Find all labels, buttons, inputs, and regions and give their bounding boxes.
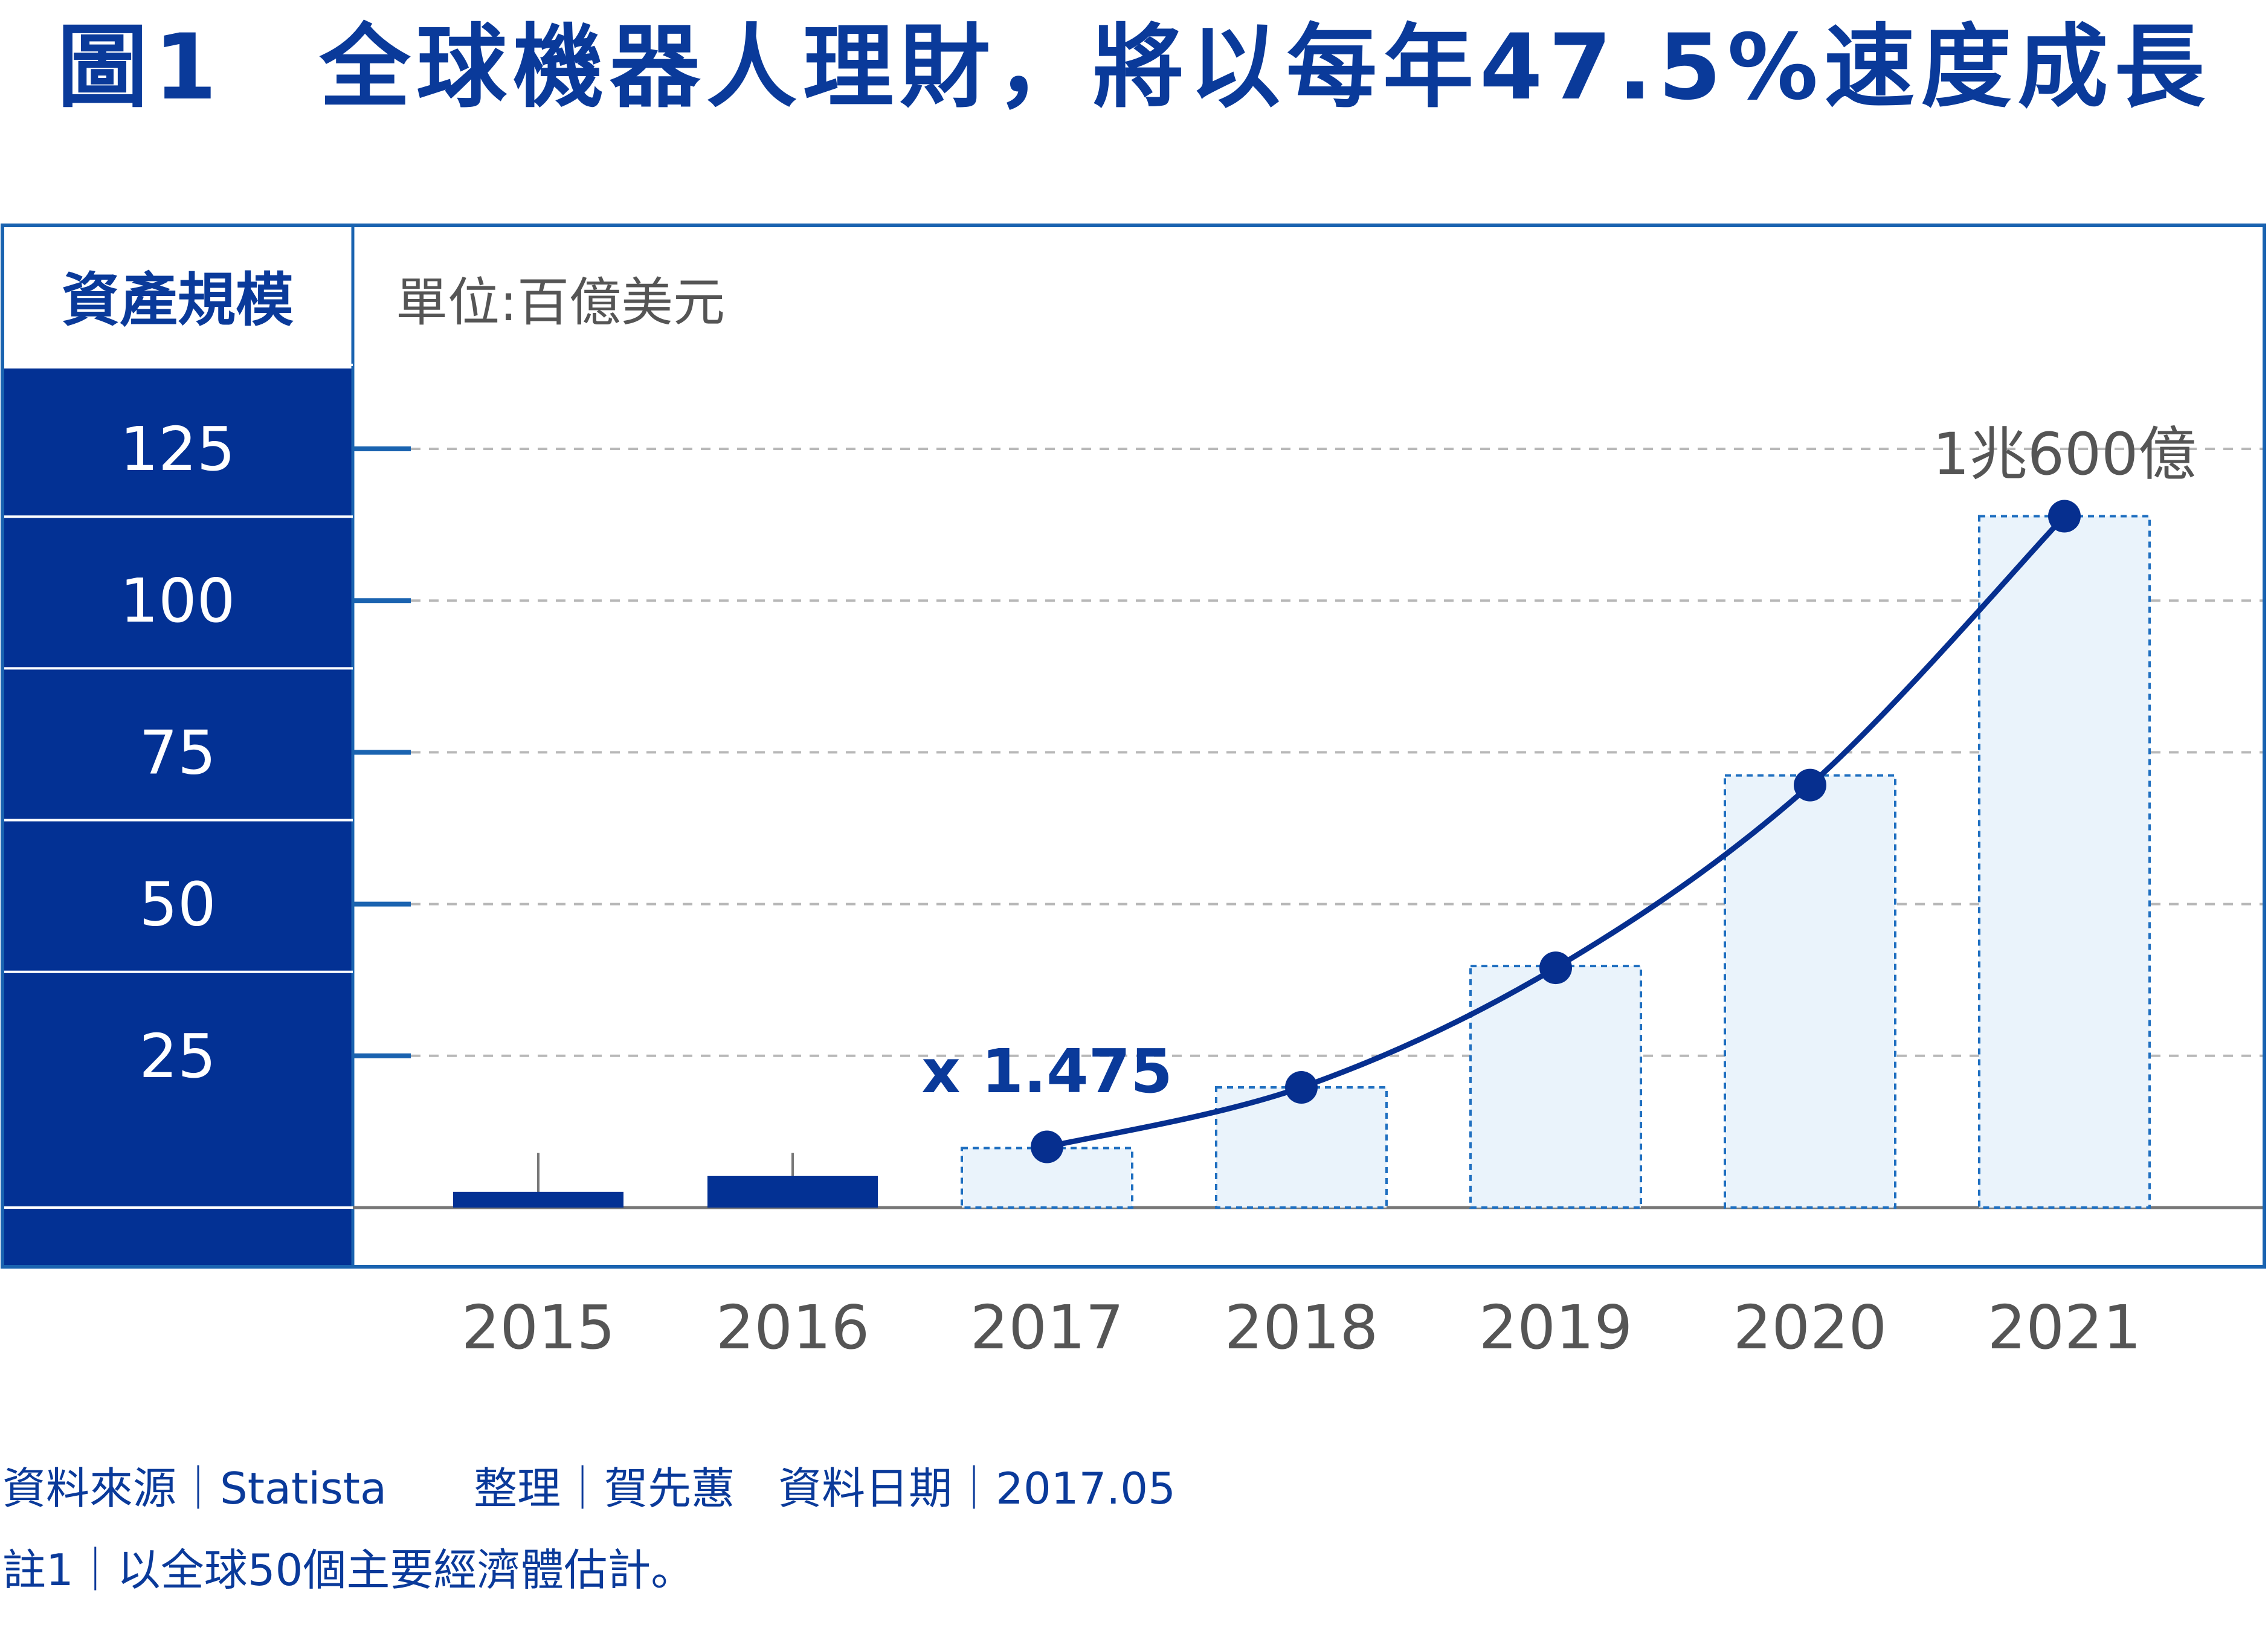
growth-rate-label: x 1.475 — [921, 1036, 1173, 1107]
chart-frame — [1, 224, 2266, 1269]
x-tick-label: 2020 — [1733, 1292, 1887, 1363]
footer-note: 註1｜以全球50個主要經濟體估計。 — [2, 1545, 695, 1595]
y-tick-label: 50 — [139, 869, 216, 940]
x-tick-label: 2021 — [1988, 1292, 2142, 1363]
footer-source: 資料來源｜Statista 整理｜賀先蕙 資料日期｜2017.05 — [2, 1463, 1176, 1514]
x-tick-label: 2017 — [970, 1292, 1124, 1363]
x-tick-label: 2015 — [462, 1292, 616, 1363]
y-tick-label: 75 — [139, 717, 216, 788]
bar-2016 — [707, 1176, 878, 1208]
x-tick-label: 2018 — [1225, 1292, 1379, 1363]
forecast-bar-2021 — [1978, 515, 2151, 1209]
data-point — [1285, 1071, 1318, 1104]
bar-2015 — [453, 1191, 623, 1208]
data-point — [1539, 951, 1572, 985]
data-point — [1794, 768, 1826, 802]
y-tick-label: 100 — [120, 565, 236, 636]
y-axis-panel — [2, 368, 353, 1267]
growth-curve — [1046, 514, 2067, 1150]
data-point — [1031, 1130, 1063, 1163]
data-point — [2048, 500, 2081, 533]
forecast-bar-2020 — [1724, 774, 1896, 1209]
forecast-bar-2019 — [1469, 965, 1642, 1209]
final-value-label: 1兆600億 — [1933, 420, 2196, 488]
x-tick-label: 2016 — [716, 1292, 870, 1363]
y-axis-title: 資產規模 — [62, 266, 294, 334]
x-tick-label: 2019 — [1479, 1292, 1633, 1363]
y-tick-label: 125 — [120, 414, 236, 484]
forecast-bar-2018 — [1215, 1086, 1388, 1209]
chart-title: 圖1 全球機器人理財，將以每年47.5%速度成長 — [57, 15, 2211, 120]
unit-label: 單位:百億美元 — [396, 272, 725, 333]
y-tick-label: 25 — [139, 1021, 216, 1092]
